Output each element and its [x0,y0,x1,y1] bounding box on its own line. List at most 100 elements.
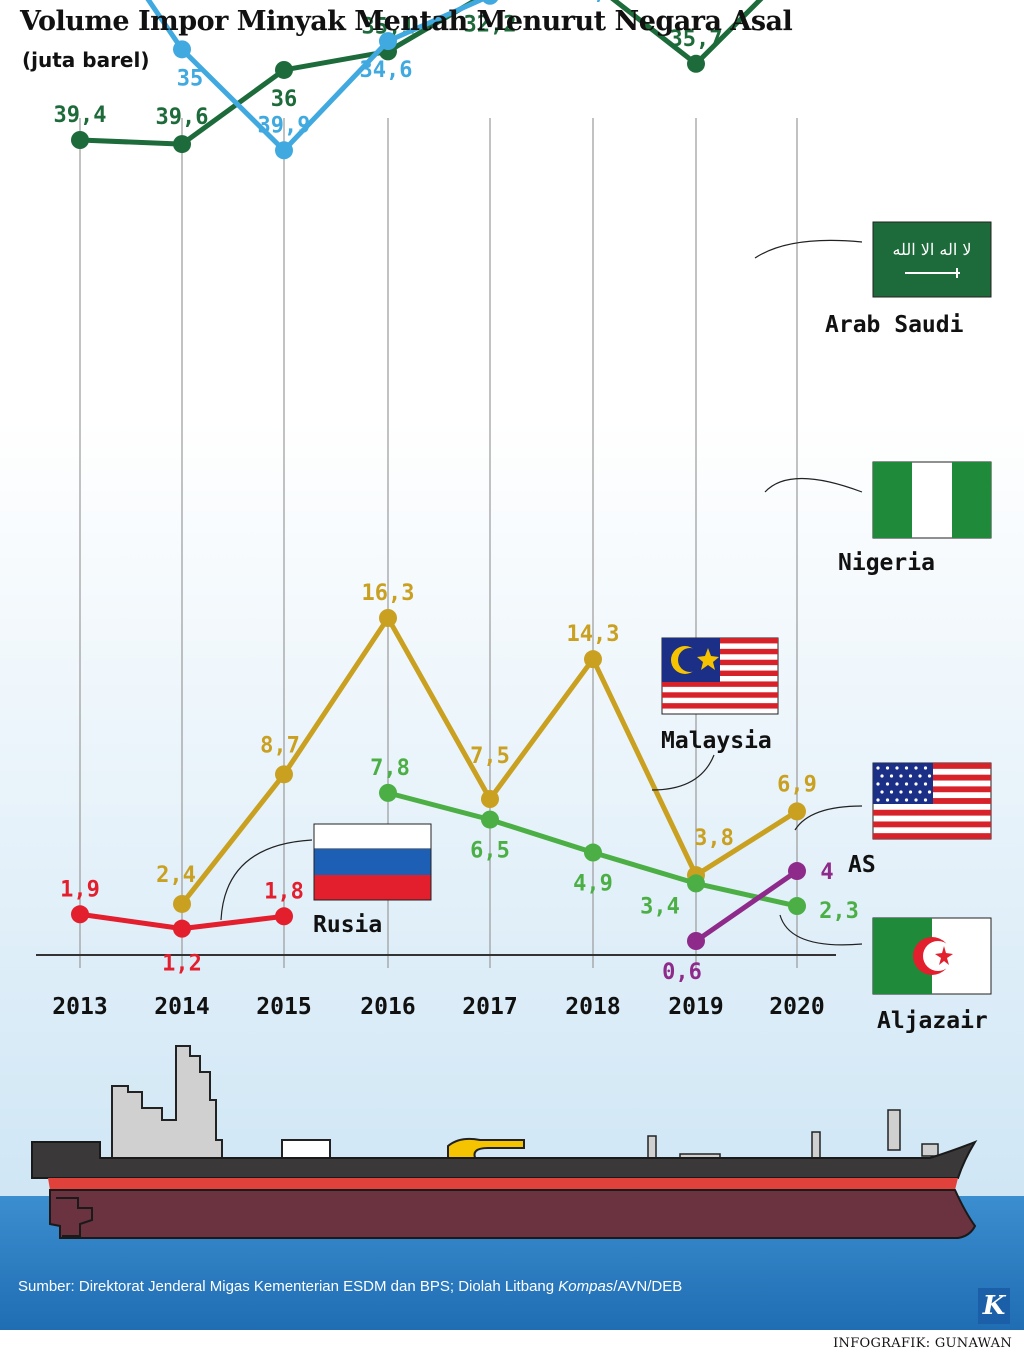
point-malaysia-2016 [379,609,397,627]
point-malaysia-2015 [275,765,293,784]
oil-tanker-illustration [31,1045,978,1239]
point-arab-saudi-2019 [687,54,705,73]
country-labels: Arab Saudi Nigeria Malaysia AS Rusia Alj… [313,312,988,1034]
label-malaysia-2014: 2,4 [156,863,196,888]
series-aljazair: 7,8 6,5 4,9 3,4 2,3 [370,756,859,924]
aljazair-leader [779,914,863,946]
russia-flag [313,823,432,901]
credit-strip [0,1330,1024,1357]
label-aljazair-2020: 2,3 [819,899,859,924]
label-malaysia-2016: 16,3 [362,581,415,606]
point-arab-saudi-2014 [173,135,191,154]
x-tick-2013: 2013 [52,994,107,1020]
source-italic: Kompas [558,1278,614,1295]
label-as-2020: 4 [820,860,833,885]
series-rusia: 1,9 1,2 1,8 [60,877,304,976]
point-nigeria-2017 [482,0,498,5]
x-tick-2015: 2015 [256,994,311,1020]
as-leader [794,805,863,831]
ship-hull-lower [49,1189,977,1239]
kompas-logo: K [978,1288,1010,1324]
ship-hull-upper [31,1139,978,1179]
point-malaysia-2014 [173,894,191,913]
line-nigeria [145,0,487,153]
rusia-leader [220,839,313,921]
sky-background [0,420,1024,1200]
point-rusia-2015 [275,907,293,926]
label-nigeria-2016: 34,6 [360,58,413,83]
chart-title: Volume Impor Minyak Mentah Menurut Negar… [20,6,793,37]
point-as-2019 [687,932,705,950]
label-rusia-2013: 1,9 [60,877,100,902]
ship-bridge [111,1045,223,1159]
x-tick-2014: 2014 [154,994,209,1020]
point-as-2020 [788,862,806,881]
label-nigeria-2014: 35 [177,66,204,91]
label-arab-saudi-2013: 39,4 [54,103,107,128]
label-aljazair: Aljazair [877,1008,988,1034]
svg-text:ﻻ اله الا الله: ﻻ اله الا الله [892,240,971,259]
saudi-flag: ﻻ اله الا الله [872,221,992,298]
x-axis-tick-labels: 2013 2014 2015 2016 2017 2018 2019 2020 [52,994,824,1020]
x-tick-2016: 2016 [360,994,415,1020]
x-tick-2017: 2017 [462,994,517,1020]
point-rusia-2013 [71,905,89,924]
point-malaysia-2018 [584,650,602,669]
x-tick-2018: 2018 [565,994,620,1020]
point-arab-saudi-2015 [275,60,293,79]
point-malaysia-2017 [481,790,499,809]
label-aljazair-2019: 3,4 [640,894,680,919]
label-malaysia: Malaysia [661,728,772,754]
x-tick-2020: 2020 [769,994,824,1020]
point-aljazair-2019 [687,874,705,893]
label-nigeria-2018: 30,7 [567,0,620,5]
label-arab-saudi-2019: 35,7 [670,27,723,52]
line-arab-saudi [77,0,764,147]
malaysia-leader [651,754,715,791]
point-nigeria-2014 [173,40,191,59]
chart-subtitle: (juta barel) [22,48,150,72]
point-arab-saudi-2013 [71,131,89,149]
label-rusia-2014: 1,2 [162,952,202,977]
series-as: 0,64 [662,860,834,985]
label-as: AS [848,852,876,878]
label-arab-saudi: Arab Saudi [825,312,964,338]
infographic-credit: INFOGRAFIK: GUNAWAN [833,1336,1012,1351]
malaysia-flag [661,637,779,715]
point-nigeria-2016 [379,32,397,51]
label-arab-saudi-2014: 39,6 [156,105,209,130]
nigeria-leader [764,478,863,493]
point-rusia-2014 [173,919,191,938]
source-prefix: Sumber: Direktorat Jenderal Migas Kement… [18,1278,559,1295]
label-nigeria-2015: 39,9 [258,113,311,138]
point-malaysia-2020 [788,802,806,821]
label-malaysia-2017: 7,5 [470,744,510,769]
x-tick-2019: 2019 [668,994,723,1020]
label-aljazair-2018: 4,9 [573,872,613,897]
algeria-flag [872,917,992,995]
line-as [693,868,800,944]
point-aljazair-2016 [379,783,397,802]
label-aljazair-2017: 6,5 [470,839,510,864]
leader-lines [220,239,863,946]
ship-stripe [48,1178,958,1190]
point-nigeria-2015 [275,141,293,160]
label-as-2019: 0,6 [662,960,702,985]
source-note: Sumber: Direktorat Jenderal Migas Kement… [18,1278,682,1295]
label-aljazair-2016: 7,8 [370,756,410,781]
ship-crane [447,1137,525,1161]
label-arab-saudi-2017: 32,2 [464,13,517,38]
point-aljazair-2018 [584,843,602,862]
label-malaysia-2018: 14,3 [567,622,620,647]
label-arab-saudi-2015: 36 [271,87,298,112]
label-nigeria: Nigeria [838,550,935,576]
source-suffix: /AVN/DEB [613,1278,683,1295]
label-malaysia-2019: 3,8 [694,826,734,851]
nigeria-flag [872,461,992,539]
usa-flag [872,762,992,840]
point-aljazair-2020 [788,897,806,916]
saudi-leader [754,239,863,259]
